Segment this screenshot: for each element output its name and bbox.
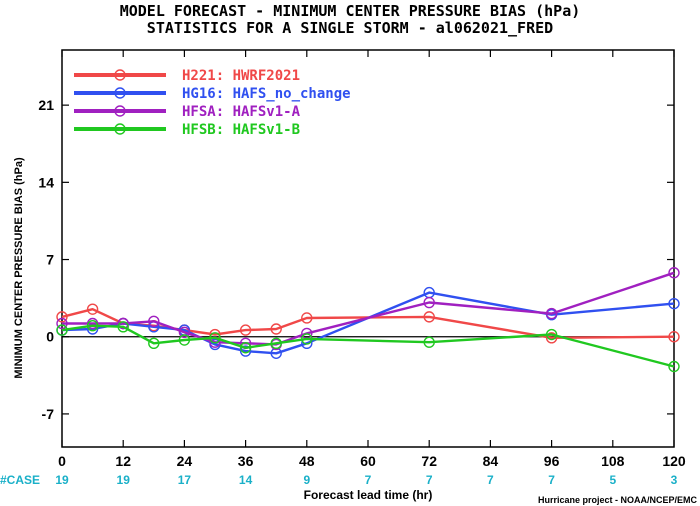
case-count: 7: [548, 473, 555, 487]
case-count: 17: [178, 473, 192, 487]
case-count: 7: [426, 473, 433, 487]
series-line: [61, 308, 675, 339]
data-point: [545, 332, 558, 344]
data-point: [117, 317, 129, 330]
legend-label: HFSB: HAFSv1-B: [182, 122, 300, 138]
y-tick-label: 7: [46, 252, 54, 268]
x-axis-label: Forecast lead time (hr): [304, 488, 433, 502]
legend-marker: [114, 69, 126, 81]
data-point: [148, 315, 160, 327]
data-point: [668, 267, 680, 279]
y-axis-ticks: -7 0 7 14 21: [38, 97, 674, 422]
data-point: [209, 332, 221, 344]
legend-label: HFSA: HAFSv1-A: [182, 104, 301, 120]
series-layer: [56, 267, 680, 373]
case-count: 14: [239, 473, 253, 487]
data-point: [86, 303, 99, 315]
x-tick-label: 72: [421, 453, 437, 469]
case-counts: 19 19 17 14 9 7 7 7 7 5 3: [55, 473, 677, 487]
data-point: [178, 326, 191, 339]
data-point: [301, 312, 313, 324]
x-tick-label: 12: [115, 453, 131, 469]
data-point: [270, 323, 282, 335]
chart-title-line2: STATISTICS FOR A SINGLE STORM - al062021…: [147, 19, 553, 37]
x-tick-label: 84: [483, 453, 499, 469]
data-point: [668, 331, 680, 343]
case-count: 7: [487, 473, 494, 487]
case-count: 19: [55, 473, 69, 487]
data-point: [56, 317, 68, 330]
x-tick-label: 0: [58, 453, 66, 469]
data-point: [270, 337, 282, 350]
case-count: 7: [365, 473, 372, 487]
series-line: [62, 271, 675, 346]
legend-marker: [114, 105, 126, 117]
x-axis-ticks: 0 12 24 36 48 60 72 84 96 108 120: [58, 50, 686, 469]
data-point: [56, 311, 68, 323]
data-point: [239, 342, 252, 354]
data-point: [545, 328, 558, 341]
credit-text: Hurricane project - NOAA/NCEP/EMC: [538, 495, 698, 505]
data-point: [668, 360, 680, 373]
data-point: [239, 324, 252, 336]
data-point: [423, 311, 435, 323]
legend-marker: [114, 123, 126, 135]
data-point: [239, 345, 252, 357]
y-axis-label: MINIMUM CENTER PRESSURE BIAS (hPa): [13, 157, 25, 379]
data-point: [423, 336, 435, 348]
x-tick-label: 48: [299, 453, 315, 469]
case-count: 3: [671, 473, 678, 487]
case-label: #CASE: [0, 473, 40, 487]
x-tick-label: 36: [238, 453, 254, 469]
data-point: [423, 296, 435, 309]
legend-marker: [114, 87, 126, 99]
data-point: [178, 334, 191, 346]
x-tick-label: 108: [601, 453, 625, 469]
x-tick-label: 24: [177, 453, 193, 469]
chart-title-line1: MODEL FORECAST - MINIMUM CENTER PRESSURE…: [120, 2, 581, 20]
x-tick-label: 60: [360, 453, 376, 469]
case-count: 5: [609, 473, 616, 487]
y-tick-label: 21: [38, 97, 54, 113]
case-count: 19: [117, 473, 131, 487]
data-point: [56, 324, 68, 336]
legend-label: HG16: HAFS_no_change: [182, 86, 351, 102]
series: [56, 319, 680, 373]
data-point: [545, 307, 558, 320]
x-tick-label: 120: [662, 453, 686, 469]
data-point: [668, 297, 680, 310]
y-tick-label: 14: [38, 174, 54, 190]
data-point: [86, 319, 99, 332]
legend: H221: HWRF2021 HG16: HAFS_no_change HFSA: …: [74, 68, 351, 138]
data-point: [148, 337, 160, 350]
data-point: [117, 321, 129, 333]
legend-label: H221: HWRF2021: [182, 68, 300, 84]
y-tick-label: -7: [42, 406, 55, 422]
case-count: 9: [303, 473, 310, 487]
data-point: [301, 333, 313, 345]
x-tick-label: 96: [544, 453, 560, 469]
y-tick-label: 0: [46, 329, 54, 345]
